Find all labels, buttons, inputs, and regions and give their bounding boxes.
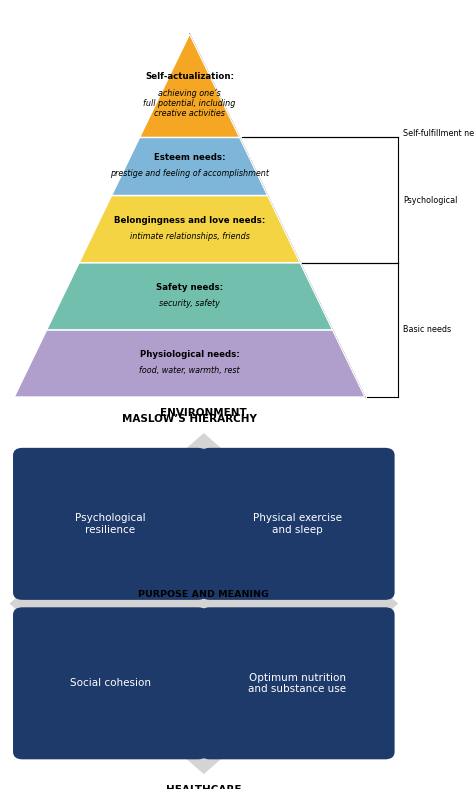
FancyBboxPatch shape — [200, 448, 394, 600]
FancyBboxPatch shape — [200, 608, 394, 759]
Text: Optimum nutrition
and substance use: Optimum nutrition and substance use — [248, 672, 346, 694]
Text: Psychological
resilience: Psychological resilience — [75, 513, 146, 535]
Text: achieving one’s
full potential, including
creative activities: achieving one’s full potential, includin… — [144, 88, 236, 118]
Text: ENVIRONMENT: ENVIRONMENT — [160, 408, 247, 418]
Text: Esteem needs:: Esteem needs: — [154, 153, 225, 162]
Polygon shape — [14, 330, 365, 397]
Text: MASLOW’S HIERARCHY: MASLOW’S HIERARCHY — [122, 413, 257, 424]
Text: intimate relationships, friends: intimate relationships, friends — [130, 232, 249, 241]
Polygon shape — [46, 263, 333, 330]
Text: Self-actualization:: Self-actualization: — [145, 73, 234, 81]
Text: Basic needs: Basic needs — [403, 325, 451, 335]
Text: Self-fulfillment needs: Self-fulfillment needs — [403, 129, 474, 138]
FancyBboxPatch shape — [13, 448, 207, 600]
Polygon shape — [140, 34, 239, 137]
FancyBboxPatch shape — [13, 608, 207, 759]
Text: prestige and feeling of accomplishment: prestige and feeling of accomplishment — [110, 170, 269, 178]
Text: HEALTHCARE: HEALTHCARE — [166, 785, 242, 789]
Text: Physical exercise
and sleep: Physical exercise and sleep — [253, 513, 342, 535]
Text: Psychological: Psychological — [403, 196, 457, 204]
Text: Safety needs:: Safety needs: — [156, 283, 223, 292]
Text: Social cohesion: Social cohesion — [70, 679, 151, 688]
Text: PURPOSE AND MEANING: PURPOSE AND MEANING — [138, 590, 269, 599]
Text: Belongingness and love needs:: Belongingness and love needs: — [114, 215, 265, 225]
Polygon shape — [9, 433, 398, 774]
Polygon shape — [111, 137, 268, 196]
Text: Physiological needs:: Physiological needs: — [140, 350, 239, 359]
Text: security, safety: security, safety — [159, 299, 220, 308]
Text: food, water, warmth, rest: food, water, warmth, rest — [139, 366, 240, 376]
Polygon shape — [79, 196, 300, 263]
